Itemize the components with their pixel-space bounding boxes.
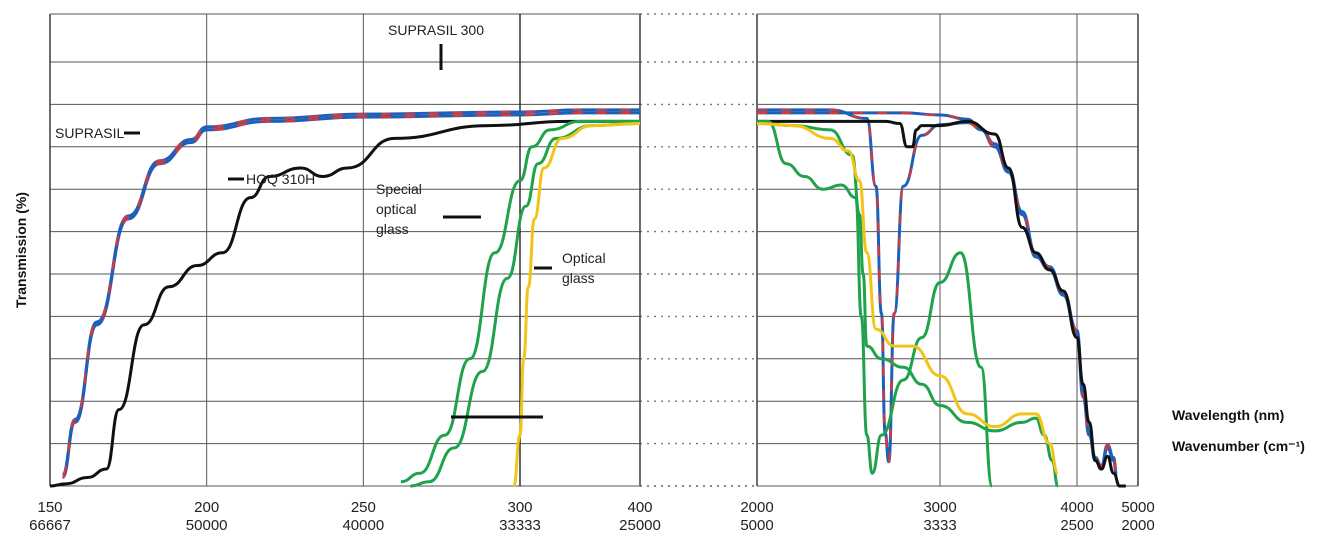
tick-label-nm: 250 — [351, 499, 376, 516]
x-axis-label-wavelength: Wavelength (nm) — [1172, 407, 1284, 423]
y-axis-label: Transmission (%) — [13, 192, 29, 308]
series-hoq310h-uv — [49, 119, 641, 488]
series-suprasil300-uv — [61, 108, 640, 477]
tick-label-wavenumber: 2500 — [1060, 517, 1093, 534]
series-special_glass_1-uv — [400, 119, 641, 484]
x-axis-label-wavenumber: Wavenumber (cm⁻¹) — [1172, 438, 1305, 454]
series-special_glass_2-uv — [410, 121, 641, 488]
tick-label-wavenumber: 40000 — [342, 517, 384, 534]
annotation-hoq: HOQ 310H — [246, 171, 315, 187]
annotation-special: Special — [376, 181, 422, 197]
annotation-suprasil300: SUPRASIL 300 — [388, 22, 484, 38]
tick-label-wavenumber: 66667 — [29, 517, 71, 534]
tick-label-nm: 4000 — [1060, 499, 1093, 516]
annotation-special: optical — [376, 201, 416, 217]
tick-label-nm: 200 — [194, 499, 219, 516]
annotation-optical: glass — [562, 270, 595, 286]
grid — [49, 13, 1139, 487]
tick-label-nm: 5000 — [1121, 499, 1154, 516]
tick-label-wavenumber: 3333 — [923, 517, 956, 534]
annotation-special: glass — [376, 221, 409, 237]
tick-label-wavenumber: 25000 — [619, 517, 661, 534]
tick-label-wavenumber: 33333 — [499, 517, 541, 534]
series-optical_glass-ir — [756, 121, 1060, 475]
series-lines — [49, 108, 1126, 488]
tick-label-wavenumber: 50000 — [186, 517, 228, 534]
tick-label-nm: 300 — [507, 499, 532, 516]
series-special_glass_1-ir — [756, 119, 994, 488]
series-suprasil-ir — [757, 111, 1119, 480]
tick-label-nm: 3000 — [923, 499, 956, 516]
tick-label-nm: 2000 — [740, 499, 773, 516]
tick-label-wavenumber: 2000 — [1121, 517, 1154, 534]
annotations: SUPRASIL 300 SUPRASIL HOQ 310H Special optic… — [55, 22, 606, 419]
series-suprasil300-uv-red-dash — [61, 108, 640, 476]
tick-label-wavenumber: 5000 — [740, 517, 773, 534]
annotation-optical: Optical — [562, 250, 606, 266]
series-hoq310h-ir — [756, 119, 1126, 488]
annotation-suprasil: SUPRASIL — [55, 125, 124, 141]
tick-label-nm: 400 — [627, 499, 652, 516]
tick-label-nm: 150 — [37, 499, 62, 516]
